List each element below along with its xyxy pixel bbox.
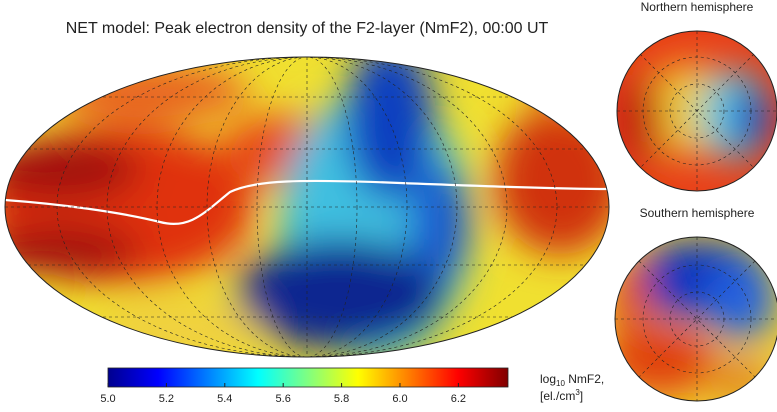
south-map [615, 237, 777, 401]
label-text: 10 [556, 379, 565, 388]
north-map [617, 31, 777, 191]
world-map [5, 57, 609, 357]
colorbar: 5.0 5.2 5.4 5.6 5.8 6.0 6.2 [100, 367, 509, 405]
colorbar-unit: [el./cm3] [540, 388, 583, 403]
tick-label: 6.0 [392, 393, 407, 405]
tick-label: 6.2 [451, 393, 466, 405]
label-text: 3 [575, 388, 580, 397]
north-border [616, 30, 777, 192]
colorbar-label: log10 NmF2, [540, 372, 604, 388]
label-text: [el./cm [540, 389, 575, 403]
label-text: log [540, 372, 556, 386]
tick-label: 5.6 [276, 393, 291, 405]
tick-label: 5.4 [217, 393, 232, 405]
map-border [4, 56, 610, 358]
tick-label: 5.0 [100, 393, 115, 405]
tick-label: 5.2 [159, 393, 174, 405]
inset-title: Southern hemisphere [640, 206, 755, 220]
label-text: NmF2, [565, 372, 604, 386]
label-text: ] [580, 389, 583, 403]
south-border [614, 236, 777, 402]
colorbar-fill [107, 367, 509, 388]
tick-label: 5.8 [334, 393, 349, 405]
title: NET model: Peak electron density of the … [66, 20, 549, 37]
inset-title: Northern hemisphere [641, 0, 754, 14]
